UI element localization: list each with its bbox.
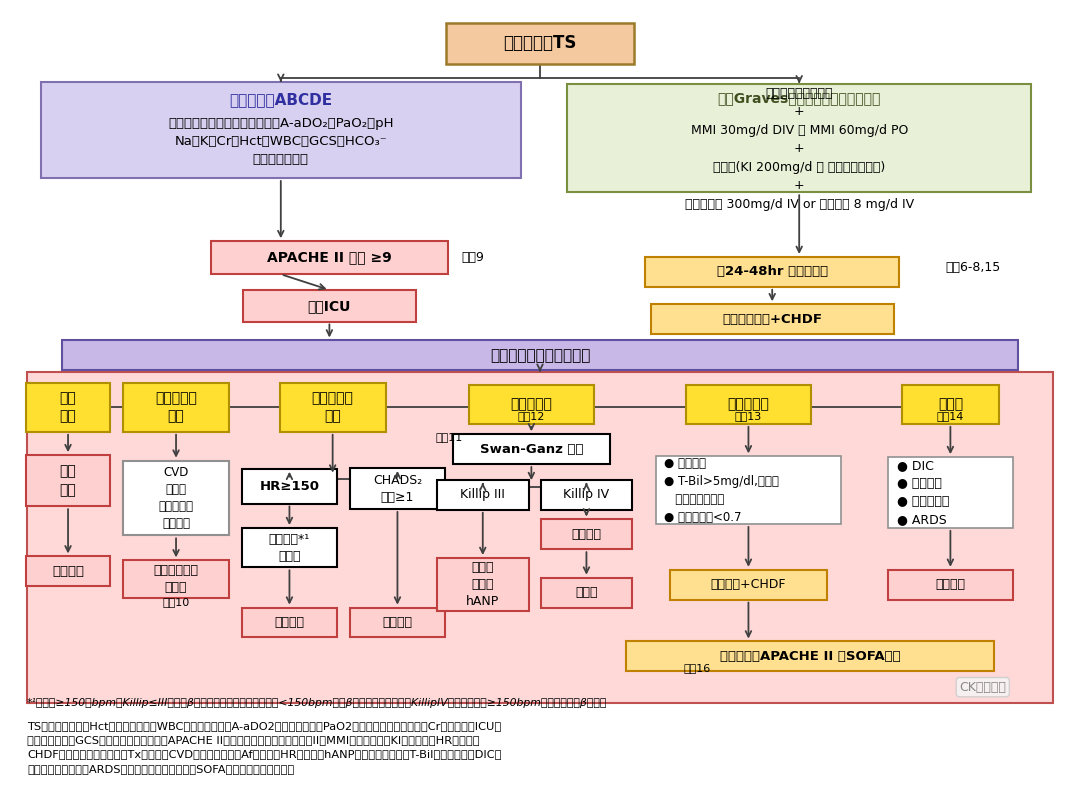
FancyBboxPatch shape — [211, 241, 448, 274]
Text: 见表14: 见表14 — [936, 411, 964, 421]
Text: 抗凝治疗: 抗凝治疗 — [382, 616, 413, 629]
Text: HR≥150: HR≥150 — [259, 480, 320, 492]
Text: 见表13: 见表13 — [734, 411, 762, 421]
Text: 见表16: 见表16 — [684, 663, 711, 673]
Text: 鉴别
诊断: 鉴别 诊断 — [59, 464, 77, 497]
FancyBboxPatch shape — [242, 528, 337, 567]
Text: 转入ICU: 转入ICU — [308, 299, 351, 313]
Text: 弥散性血管内凝血；ARDS，成人呼吸窘迫综合征；SOFA，连续器官衰竭评估。: 弥散性血管内凝血；ARDS，成人呼吸窘迫综合征；SOFA，连续器官衰竭评估。 — [27, 764, 294, 774]
Text: 治疗Graves病导致的严重甲状腺毒症: 治疗Graves病导致的严重甲状腺毒症 — [717, 91, 881, 105]
FancyBboxPatch shape — [26, 383, 110, 432]
FancyBboxPatch shape — [27, 372, 1053, 703]
Text: 治疗诱因: 治疗诱因 — [52, 565, 84, 578]
Text: 诱因
疾病: 诱因 疾病 — [59, 391, 77, 424]
FancyBboxPatch shape — [243, 290, 416, 322]
Text: 兰地洛尔*¹
洋地黄: 兰地洛尔*¹ 洋地黄 — [269, 533, 310, 563]
Text: TS，甲状腺危象；Hct，血细胞比容；WBC，白细胞计数；A-aDO2，肺泡氧张力；PaO2，动脉血中氧气的分压；Cr，肌酸酐；ICU，: TS，甲状腺危象；Hct，血细胞比容；WBC，白细胞计数；A-aDO2，肺泡氧张… — [27, 721, 501, 731]
FancyBboxPatch shape — [123, 383, 229, 432]
Text: 预后评估：APACHE II 或SOFA评分: 预后评估：APACHE II 或SOFA评分 — [719, 650, 901, 663]
FancyBboxPatch shape — [41, 82, 522, 178]
FancyBboxPatch shape — [888, 457, 1013, 528]
FancyBboxPatch shape — [626, 641, 994, 671]
Text: 体温、血压、脉搏、呼吸频率、A-aDO₂、PaO₂、pH
Na、K、Cr、Hct、WBC、GCS、HCO₃⁻
年龄和慢性疾病: 体温、血压、脉搏、呼吸频率、A-aDO₂、PaO₂、pH Na、K、Cr、Hct… — [168, 117, 393, 166]
Text: CK医学科普: CK医学科普 — [959, 681, 1007, 693]
FancyBboxPatch shape — [541, 480, 633, 510]
FancyBboxPatch shape — [902, 385, 999, 424]
FancyBboxPatch shape — [646, 257, 899, 287]
Text: 利尿剂
亚硝酸
hANP: 利尿剂 亚硝酸 hANP — [467, 561, 499, 608]
Text: 心动过速或
房颤: 心动过速或 房颤 — [312, 391, 353, 424]
Text: 充血性心衰: 充血性心衰 — [511, 397, 552, 411]
FancyBboxPatch shape — [123, 460, 229, 536]
FancyBboxPatch shape — [670, 570, 827, 600]
Text: 考虑血浆置换+CHDF: 考虑血浆置换+CHDF — [723, 313, 822, 325]
FancyBboxPatch shape — [567, 84, 1031, 192]
FancyBboxPatch shape — [436, 480, 529, 510]
Text: *¹当脉率≥150编bpm且Killip≤III，短效β阻滞剂输注是首选。脉率降至<150bpm时，β阻滞剂可口服给药。KillipIV患者，当脉率≥150bp: *¹当脉率≥150编bpm且Killip≤III，短效β阻滞剂输注是首选。脉率降… — [27, 697, 607, 708]
FancyBboxPatch shape — [62, 340, 1017, 370]
Text: 见表11: 见表11 — [435, 433, 462, 442]
Text: 并发症: 并发症 — [937, 397, 963, 411]
Text: CHDF，持续血液透析滤过；Tx，治疗；CVD，脑血管疾病；Af，房颤；HR，心率；hANP，人心房利钠肽；T-Bil，总胆红素；DIC，: CHDF，持续血液透析滤过；Tx，治疗；CVD，脑血管疾病；Af，房颤；HR，心… — [27, 749, 501, 760]
FancyBboxPatch shape — [446, 23, 634, 64]
Text: 见表12: 见表12 — [517, 411, 545, 421]
FancyBboxPatch shape — [242, 469, 337, 504]
Text: 确定或疑似TS: 确定或疑似TS — [503, 35, 577, 52]
Text: 意识障碍或
抽搐: 意识障碍或 抽搐 — [156, 391, 197, 424]
Text: 重症监护: 重症监护 — [935, 578, 966, 591]
FancyBboxPatch shape — [541, 519, 633, 549]
Text: 如24-48hr 无临床改善: 如24-48hr 无临床改善 — [717, 266, 827, 278]
Text: ● 意识障碍
● T-Bil>5mg/dl,或肝促
   凝血酶活化试验
● 动脉酮体比<0.7: ● 意识障碍 ● T-Bil>5mg/dl,或肝促 凝血酶活化试验 ● 动脉酮体… — [664, 456, 779, 524]
Text: 儿茶酚胺: 儿茶酚胺 — [571, 528, 602, 541]
Text: 血浆置换+CHDF: 血浆置换+CHDF — [711, 578, 786, 591]
Text: 心肺机: 心肺机 — [576, 586, 597, 599]
FancyBboxPatch shape — [350, 468, 445, 509]
Text: 专科会诊评估多器官衰竭: 专科会诊评估多器官衰竭 — [490, 348, 590, 363]
FancyBboxPatch shape — [454, 434, 609, 464]
Text: Killip IV: Killip IV — [564, 489, 609, 501]
Text: 见表6-8,15: 见表6-8,15 — [945, 262, 1000, 274]
Text: 见表10: 见表10 — [162, 597, 190, 607]
Text: 治疗意识障碍
和抽搐: 治疗意识障碍 和抽搐 — [153, 564, 199, 594]
FancyBboxPatch shape — [686, 385, 811, 424]
Text: APACHE II 评分 ≥9: APACHE II 评分 ≥9 — [267, 251, 392, 265]
FancyBboxPatch shape — [436, 558, 529, 611]
Text: 评估继发性ABCDE: 评估继发性ABCDE — [229, 91, 333, 107]
Text: ● DIC
● 急性肾衰
● 横纹肌溶解
● ARDS: ● DIC ● 急性肾衰 ● 横纹肌溶解 ● ARDS — [897, 459, 949, 526]
FancyBboxPatch shape — [26, 556, 110, 586]
FancyBboxPatch shape — [280, 383, 386, 432]
FancyBboxPatch shape — [888, 570, 1013, 600]
Text: 见表9: 见表9 — [461, 251, 484, 264]
Text: CHADS₂
评分≥1: CHADS₂ 评分≥1 — [373, 474, 422, 504]
Text: Killip III: Killip III — [460, 489, 505, 501]
Text: 急性肝衰竭: 急性肝衰竭 — [728, 397, 769, 411]
Text: 冰毡和对乙酰氨基酚
+
MMI 30mg/d DIV 或 MMI 60mg/d PO
+
无机碘(KI 200mg/d 或 相当的卢戈氏液)
+
氢化可的松 3: 冰毡和对乙酰氨基酚 + MMI 30mg/d DIV 或 MMI 60mg/d … — [685, 87, 914, 210]
FancyBboxPatch shape — [469, 385, 594, 424]
FancyBboxPatch shape — [350, 608, 445, 637]
FancyBboxPatch shape — [242, 608, 337, 637]
FancyBboxPatch shape — [541, 578, 633, 608]
FancyBboxPatch shape — [123, 560, 229, 598]
FancyBboxPatch shape — [26, 455, 110, 506]
FancyBboxPatch shape — [656, 456, 841, 524]
Text: CVD
脑膜炎
代谢性异常
药物成瘾: CVD 脑膜炎 代谢性异常 药物成瘾 — [159, 466, 193, 530]
Text: Swan-Ganz 导管: Swan-Ganz 导管 — [480, 443, 583, 455]
FancyBboxPatch shape — [650, 304, 894, 334]
Text: 重症监护病房；GCS，格拉斯哥昏迷量表；APACHE II，急性生理学和慢性健康评估II；MMI，甲巯咪唑；KI，碘化钾；HR，心率；: 重症监护病房；GCS，格拉斯哥昏迷量表；APACHE II，急性生理学和慢性健康… — [27, 735, 480, 745]
Text: 心脏复律: 心脏复律 — [274, 616, 305, 629]
